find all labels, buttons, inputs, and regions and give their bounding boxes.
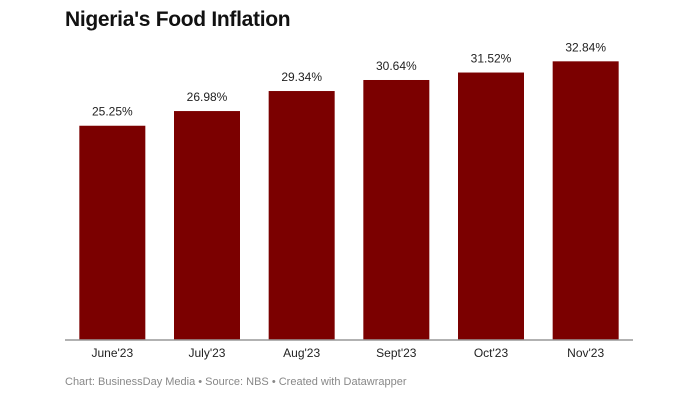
bar-chart: 25.25% June'23 26.98% July'23 29.34% Aug'23 30… — [65, 40, 633, 360]
bar — [552, 61, 619, 341]
bar — [79, 125, 146, 340]
data-label: 31.52% — [471, 52, 512, 66]
x-tick-label: Aug'23 — [283, 346, 320, 360]
x-tick-label: Nov'23 — [567, 346, 604, 360]
data-label: 32.84% — [565, 40, 606, 54]
bar — [363, 79, 430, 340]
x-tick-label: Sept'23 — [376, 346, 417, 360]
chart-footer: Chart: BusinessDay Media • Source: NBS •… — [65, 376, 407, 388]
data-label: 29.34% — [281, 70, 322, 84]
x-tick-label: June'23 — [91, 346, 133, 360]
data-label: 30.64% — [376, 59, 417, 73]
bar — [458, 72, 524, 341]
chart-title: Nigeria's Food Inflation — [65, 8, 291, 31]
x-tick-label: Oct'23 — [474, 346, 509, 360]
x-tick-label: July'23 — [189, 346, 226, 360]
bar — [268, 91, 335, 340]
bar — [174, 111, 240, 341]
data-label: 26.98% — [187, 90, 228, 104]
data-label: 25.25% — [92, 105, 133, 119]
